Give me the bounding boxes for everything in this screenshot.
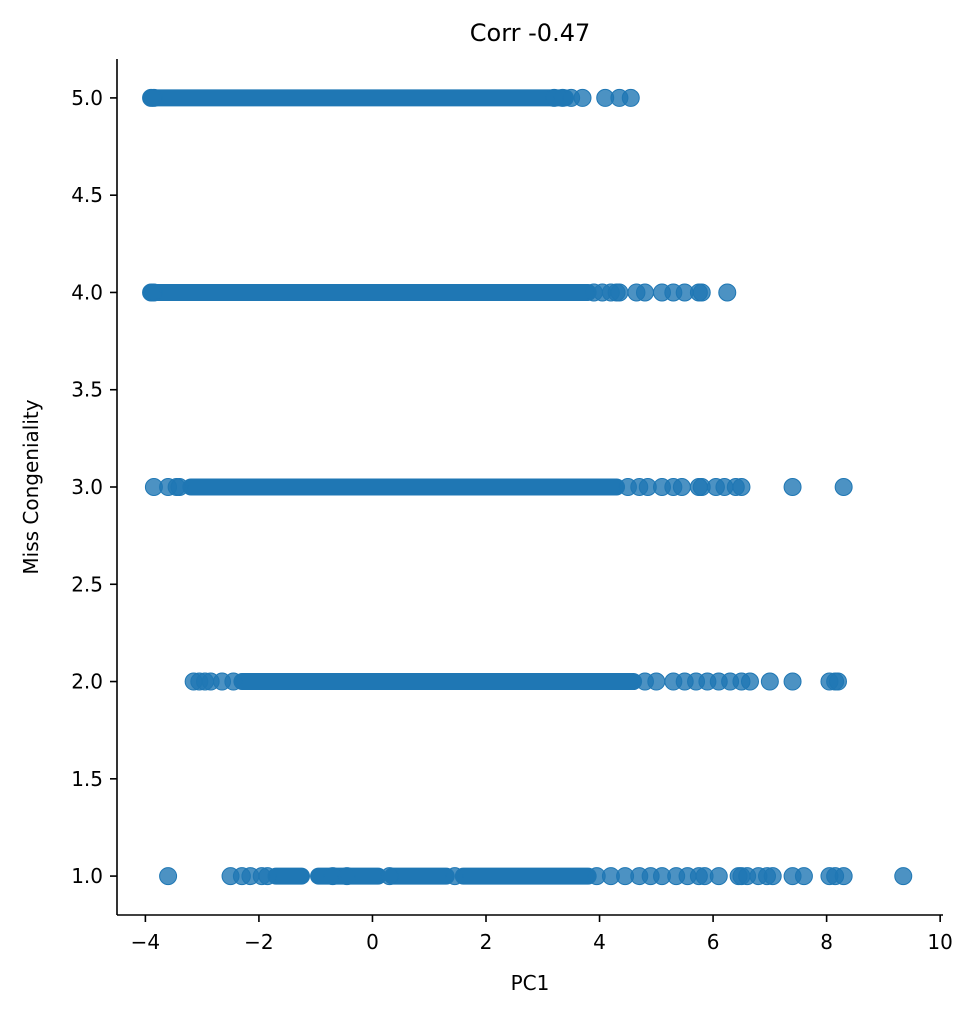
- data-point: [732, 478, 751, 496]
- data-points: [142, 88, 913, 886]
- data-point: [760, 672, 779, 691]
- data-point: [258, 867, 277, 886]
- y-tick-label: 5.0: [71, 86, 103, 110]
- y-axis-label: Miss Congeniality: [19, 399, 43, 574]
- data-point: [144, 283, 163, 302]
- dense-point-cluster: [233, 673, 643, 691]
- dense-point-cluster: [182, 478, 626, 496]
- data-point: [794, 867, 813, 886]
- x-ticks: −4 −2 0 2 4 6 8 10: [131, 915, 953, 954]
- y-tick-label: 3.5: [71, 378, 103, 402]
- data-point: [380, 867, 399, 886]
- data-point: [573, 88, 592, 107]
- data-point: [828, 672, 847, 691]
- data-point: [144, 88, 163, 107]
- y-tick-label: 1.0: [71, 864, 103, 888]
- data-point: [224, 672, 243, 691]
- y-tick-label: 4.5: [71, 183, 103, 207]
- data-point: [337, 867, 356, 886]
- data-point: [610, 283, 629, 302]
- data-point: [894, 867, 913, 886]
- x-tick-label: 6: [707, 930, 720, 954]
- data-point: [621, 88, 640, 107]
- data-point: [740, 672, 759, 691]
- x-tick-label: 0: [366, 930, 379, 954]
- data-point: [159, 867, 178, 886]
- x-tick-label: 4: [593, 930, 606, 954]
- data-point: [672, 478, 691, 496]
- dense-point-cluster: [267, 867, 311, 885]
- x-tick-label: 8: [820, 930, 833, 954]
- data-point: [718, 283, 737, 302]
- y-tick-label: 2.0: [71, 670, 103, 694]
- dense-point-cluster: [454, 867, 597, 885]
- x-tick-label: −4: [131, 930, 160, 954]
- x-tick-label: 2: [480, 930, 493, 954]
- data-point: [709, 867, 728, 886]
- data-point: [170, 478, 189, 496]
- data-point: [692, 283, 711, 302]
- dense-point-cluster: [142, 89, 574, 107]
- y-tick-label: 1.5: [71, 767, 103, 791]
- chart-title: Corr -0.47: [470, 19, 590, 47]
- data-point: [647, 672, 666, 691]
- data-point: [783, 672, 802, 691]
- data-point: [834, 867, 853, 886]
- x-tick-label: 10: [927, 930, 952, 954]
- dense-point-cluster: [383, 867, 455, 885]
- x-tick-label: −2: [244, 930, 273, 954]
- y-tick-label: 3.0: [71, 475, 103, 499]
- data-point: [834, 478, 853, 496]
- data-point: [763, 867, 782, 886]
- data-point: [783, 478, 802, 496]
- y-tick-label: 2.5: [71, 572, 103, 596]
- y-tick-label: 4.0: [71, 280, 103, 304]
- data-point: [445, 867, 464, 886]
- dense-point-cluster: [142, 283, 597, 301]
- data-point: [635, 283, 654, 302]
- y-ticks: 1.0 1.5 2.0 2.5 3.0 3.5 4.0 4.5 5.0: [71, 86, 117, 888]
- x-axis-label: PC1: [511, 971, 550, 995]
